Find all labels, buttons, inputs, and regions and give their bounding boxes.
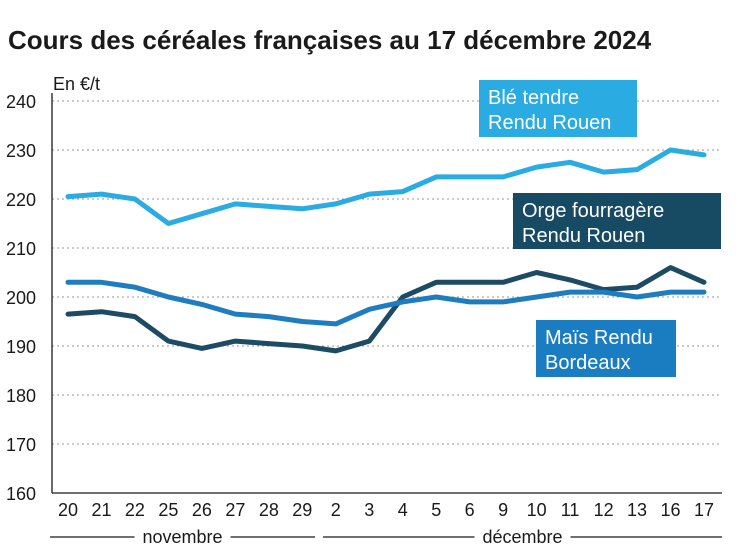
- month-label: novembre: [143, 527, 223, 547]
- x-tick-label: 16: [661, 500, 681, 520]
- y-tick-label: 210: [6, 239, 36, 259]
- y-tick-label: 220: [6, 190, 36, 210]
- y-tick-label: 160: [6, 484, 36, 504]
- series-label-text: Maïs Rendu: [545, 327, 653, 349]
- x-tick-label: 25: [158, 500, 178, 520]
- y-axis-unit-label: En €/t: [53, 74, 100, 94]
- series-label-text: Orge fourragère: [522, 200, 664, 222]
- chart-title: Cours des céréales françaises au 17 déce…: [8, 25, 652, 55]
- x-tick-label: 17: [694, 500, 714, 520]
- series-label-text: Blé tendre: [488, 87, 579, 109]
- x-tick-label: 12: [594, 500, 614, 520]
- x-tick-label: 27: [225, 500, 245, 520]
- series-lines: [65, 147, 707, 354]
- x-tick-label: 26: [192, 500, 212, 520]
- x-tick-label: 2: [331, 500, 341, 520]
- series-label-box: [536, 320, 676, 377]
- y-tick-label: 240: [6, 92, 36, 112]
- series-line: [65, 279, 707, 327]
- y-tick-label: 170: [6, 435, 36, 455]
- x-tick-label: 28: [259, 500, 279, 520]
- series-label-text: Rendu Rouen: [488, 112, 611, 134]
- x-tick-label: 22: [125, 500, 145, 520]
- x-tick-label: 6: [465, 500, 475, 520]
- series-label-text: Rendu Rouen: [522, 225, 645, 247]
- y-tick-label: 200: [6, 288, 36, 308]
- y-tick-label: 230: [6, 141, 36, 161]
- series-line: [65, 147, 707, 226]
- series-line: [65, 265, 707, 354]
- x-tick-label: 5: [431, 500, 441, 520]
- series-label-box: [479, 80, 637, 137]
- series-label-box: [513, 193, 721, 249]
- series-labels: Blé tendre Rendu Rouen Orge fourragère Rend…: [479, 80, 721, 377]
- y-axis-ticks: 160 170 180 190 200 210 220 230 240: [6, 92, 36, 504]
- x-tick-label: 29: [292, 500, 312, 520]
- x-tick-label: 3: [364, 500, 374, 520]
- month-labels: novembre décembre: [50, 527, 722, 547]
- series-label-text: Bordeaux: [545, 352, 631, 374]
- x-axis-ticks: 20 21 22 25 26 27 28 29 2 3 4 5 6 9 10 11 12 13 16 17: [58, 500, 714, 520]
- x-tick-label: 4: [398, 500, 408, 520]
- month-label: décembre: [483, 527, 563, 547]
- x-tick-label: 11: [561, 500, 580, 520]
- x-tick-label: 9: [498, 500, 508, 520]
- x-tick-label: 21: [91, 500, 111, 520]
- y-tick-label: 180: [6, 386, 36, 406]
- x-tick-label: 10: [527, 500, 547, 520]
- x-tick-label: 13: [627, 500, 647, 520]
- y-tick-label: 190: [6, 337, 36, 357]
- x-tick-label: 20: [58, 500, 78, 520]
